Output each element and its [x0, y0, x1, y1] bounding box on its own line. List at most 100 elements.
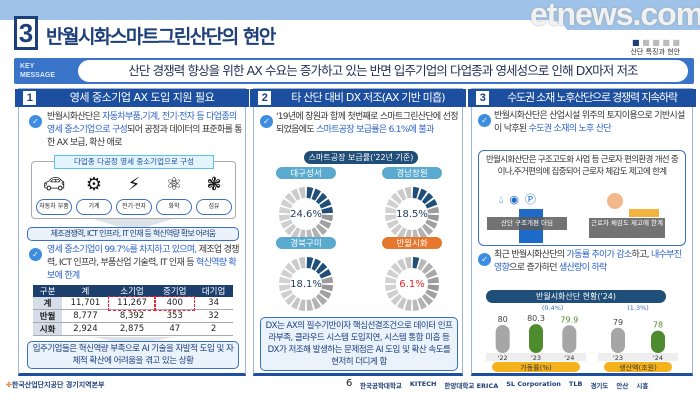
donut-segment [291, 227, 301, 240]
bullet-text: 영세 중소기업이 99.7%를 차지하고 있으며, 제조업 경쟁력, ICT 인… [47, 245, 240, 281]
check-icon: ✓ [478, 253, 491, 266]
donut-segment [385, 214, 397, 222]
bar-value: 79.9 [560, 315, 578, 324]
bar [529, 324, 543, 353]
pager: ■ ■ ■ ■ ■ 산단 특징과 현안 [630, 38, 680, 57]
donut-segment [298, 257, 306, 269]
cell: 2 [194, 322, 233, 336]
table-row: 계 11,701 11,267 400 34 [33, 296, 233, 311]
check-icon: ✓ [260, 115, 273, 128]
col-header: 중기업 [155, 285, 195, 297]
donut-segment [412, 187, 420, 199]
panel-number: 1 [23, 91, 36, 105]
industry-label: 화학 [156, 199, 192, 215]
donut-segment [386, 219, 399, 229]
donut-segment [390, 192, 403, 205]
x-tick-label: '23 [531, 354, 541, 362]
series-label-bg [492, 362, 580, 372]
infra-text: 반월시화산단은 구조고도화 사업 등 근로자 편의환경 개선 중이나,주거편의에… [485, 155, 679, 177]
donut-segment [284, 293, 297, 306]
cell: 2,875 [108, 322, 156, 336]
donut-value: 6.1% [399, 279, 424, 290]
partner-logo: 시흥 [636, 382, 649, 390]
donut-label: 대구성서 [290, 169, 321, 179]
bar-value: 80.3 [527, 314, 545, 323]
panel-title: 수도권 소재 노후산단으로 경쟁력 지속하락 [507, 91, 678, 104]
bullet-text: 반월시화산단은 산업시설 위주의 토지이용으로 기반시설이 낙후된 수도권 소재… [494, 111, 685, 134]
donut-segment [284, 262, 297, 275]
donut-segment [284, 223, 297, 236]
panel-sme-ax: 1 영세 중소기업 AX 도입 지원 필요 ✓ 반월시화산단은 자동차부품,기계,… [15, 88, 249, 376]
cell: 47 [155, 322, 195, 336]
panel-number: 3 [476, 91, 489, 105]
panel-header: 2 타 산단 대비 DX 저조(AX 기반 미흡) [250, 89, 466, 107]
check-icon: ✓ [29, 115, 42, 128]
donut-segment [385, 276, 397, 284]
cell: 계 [33, 297, 63, 310]
partner-logo: TLB [568, 380, 583, 388]
donut-segment [306, 257, 314, 269]
table-row: 시화 2,924 2,875 47 2 [33, 322, 233, 336]
building-icons: 💧︎◉Ⓟ [499, 193, 542, 206]
worker-icon [607, 193, 623, 209]
donut-segment [279, 284, 291, 292]
donut-segment [306, 299, 314, 311]
panel-header: 3 수도권 소재 노후산단으로 경쟁력 지속하락 [468, 89, 696, 107]
donut-segment [280, 289, 293, 299]
bar-chart-title: 반월시화산단 현황('24) [486, 290, 666, 303]
donut-segment [386, 199, 399, 209]
donut-segment [315, 293, 328, 306]
donut-segment [319, 199, 332, 209]
donut-segment [279, 214, 291, 222]
donut-segment [421, 223, 434, 236]
x-tick-label: '24 [653, 354, 663, 362]
key-message-bar: KEY MESSAGE 산단 경쟁력 향상을 위한 AX 수요는 증가하고 있는… [14, 58, 694, 84]
img2-caption: 근로자 체감도 제고에 한계 [589, 218, 665, 238]
donut-segment [390, 293, 403, 306]
org-logo-icon: ✤ [6, 381, 12, 389]
donut-value: 18.5% [396, 209, 428, 220]
donut-segment [306, 187, 314, 199]
donut-segment [311, 188, 321, 201]
donut-segment [427, 206, 439, 214]
pager-label: 산단 특징과 현안 [630, 48, 680, 56]
donut-segment [280, 219, 293, 229]
donut-label: 경북구미 [290, 238, 321, 249]
panel-header: 1 영세 중소기업 AX 도입 지원 필요 [15, 89, 249, 107]
boxes-icon [629, 209, 659, 217]
donut-segment [421, 262, 434, 275]
industry-label: 자동차 부품 [36, 199, 72, 215]
cell: 353 [155, 309, 195, 323]
donut-segment [404, 187, 412, 199]
donut-value: 24.6% [290, 209, 322, 220]
donut-segment [291, 258, 301, 271]
series-label-bg [604, 362, 672, 372]
partner-logo: 한양대학교 ERICA [444, 382, 499, 390]
donut-segment [425, 219, 438, 229]
cell: 32 [194, 309, 233, 323]
org-name: 한국산업단지공단 경기지역본부 [11, 381, 105, 389]
donut-segment [421, 192, 434, 205]
x-tick-label: '22 [498, 354, 508, 362]
cell: 8,392 [108, 309, 156, 323]
bar [611, 327, 625, 353]
donut-segment [421, 293, 434, 306]
change-label: (1.3%) [627, 304, 649, 312]
fiber-icon: ❃ [206, 174, 222, 195]
bar [651, 330, 665, 353]
cell: 11,701 [62, 297, 109, 310]
cell: 400 [154, 296, 196, 311]
bar [495, 325, 510, 353]
donut-segment [298, 187, 306, 199]
donut-segment [319, 289, 332, 299]
partner-logos: 한국공학대학교 KITECH 한양대학교 ERICA SL Corporation TL… [360, 380, 648, 390]
donut-segment [311, 258, 321, 271]
panel-title: 타 산단 대비 DX 저조(AX 기반 미흡) [291, 91, 445, 104]
col-header: 소기업 [108, 285, 156, 297]
donut-charts: 대구성서 24.6% 경남창원 18.5% 경북구미 18.1% 반월시화 6.1% [276, 167, 442, 311]
donut-segment [397, 188, 407, 201]
donut-segment [279, 206, 291, 214]
bar-chart: 80 '22 80.3 '23 79.9 '24 (0.4%) 가동률(%) 79 '23 78 '2… [486, 304, 678, 372]
donut-segment [390, 223, 403, 236]
check-icon: ✓ [478, 114, 491, 127]
